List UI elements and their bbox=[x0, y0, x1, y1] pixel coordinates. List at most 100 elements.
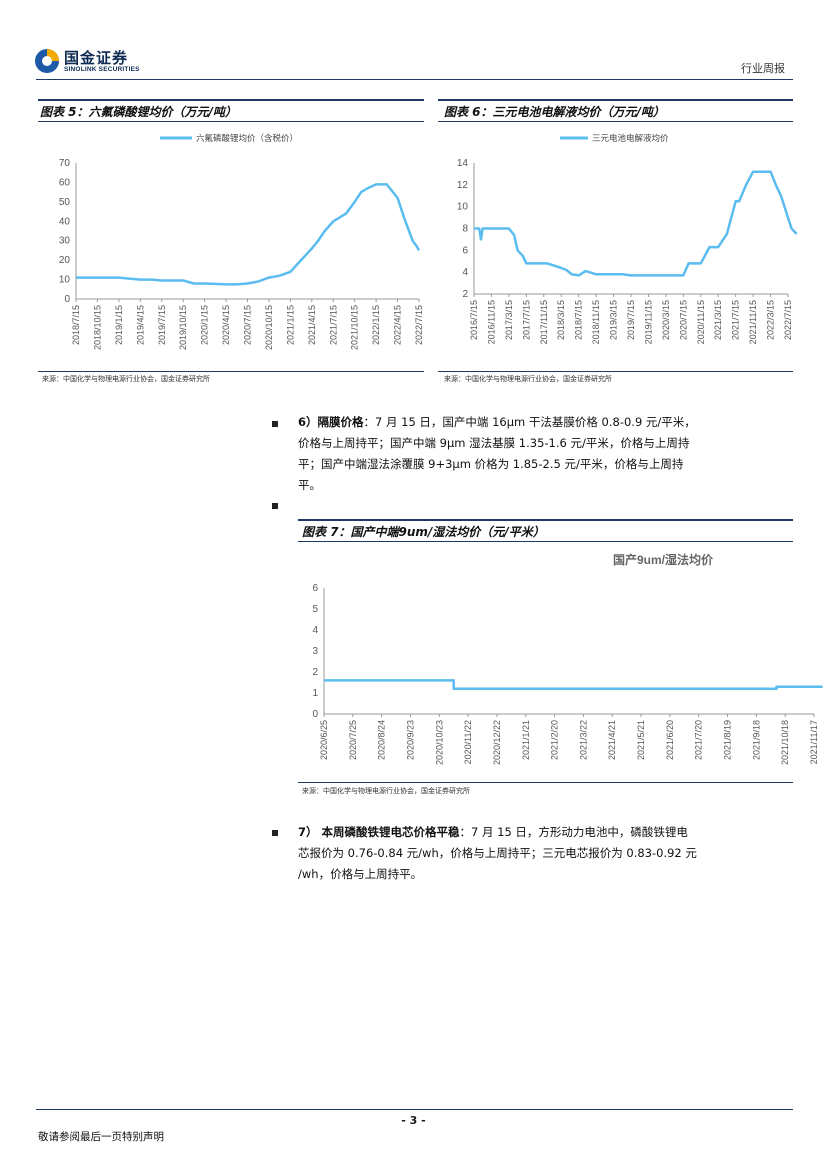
x-tick-label: 2020/7/25 bbox=[348, 720, 358, 760]
paragraph-cells: 7） 本周磷酸铁锂电芯价格平稳：7 月 15 日，方形动力电池中，磷酸铁锂电 芯… bbox=[298, 822, 786, 885]
figure-title-rule bbox=[38, 121, 424, 122]
y-tick-label: 4 bbox=[312, 625, 318, 636]
paragraph-line: 价格与上周持平；国产中端 9μm 湿法基膜 1.35-1.6 元/平米，价格与上… bbox=[298, 436, 690, 450]
brand-name-en: SINOLINK SECURITIES bbox=[64, 66, 140, 73]
y-tick-label: 4 bbox=[462, 267, 468, 278]
x-tick-label: 2021/1/15 bbox=[285, 305, 295, 345]
x-tick-label: 2018/3/15 bbox=[556, 300, 566, 340]
x-tick-label: 2020/10/23 bbox=[434, 720, 444, 765]
y-tick-label: 70 bbox=[59, 158, 71, 169]
paragraph-line: /wh，价格与上周持平。 bbox=[298, 867, 423, 881]
x-tick-label: 2022/7/15 bbox=[783, 300, 793, 340]
x-tick-label: 2022/7/15 bbox=[414, 305, 424, 345]
x-tick-label: 2019/3/15 bbox=[609, 300, 619, 340]
header-divider bbox=[36, 79, 793, 80]
x-tick-label: 2021/5/21 bbox=[636, 720, 646, 760]
paragraph-line: 平；国产中端湿法涂覆膜 9+3μm 价格为 1.85-2.5 元/平米，价格与上… bbox=[298, 457, 684, 471]
source-rule bbox=[38, 371, 424, 372]
disclaimer: 敬请参阅最后一页特别声明 bbox=[38, 1131, 164, 1143]
x-tick-label: 2018/7/15 bbox=[574, 300, 584, 340]
x-tick-label: 2020/11/22 bbox=[463, 720, 473, 764]
x-tick-label: 2017/3/15 bbox=[504, 300, 514, 340]
y-tick-label: 6 bbox=[462, 245, 468, 256]
y-tick-label: 1 bbox=[312, 688, 318, 699]
figure-top-rule bbox=[298, 519, 793, 521]
x-tick-label: 2019/1/15 bbox=[114, 305, 124, 345]
x-tick-label: 2020/7/15 bbox=[678, 300, 688, 340]
x-tick-label: 2019/4/15 bbox=[135, 305, 145, 345]
x-tick-label: 2016/11/15 bbox=[486, 300, 496, 344]
y-tick-label: 0 bbox=[64, 294, 70, 305]
series-line bbox=[474, 170, 798, 277]
x-tick-label: 2022/4/15 bbox=[393, 305, 403, 345]
bullet-icon bbox=[272, 830, 278, 836]
x-tick-label: 2021/3/15 bbox=[713, 300, 723, 340]
x-tick-label: 2018/11/15 bbox=[591, 300, 601, 344]
bullet-icon bbox=[272, 421, 278, 427]
y-tick-label: 2 bbox=[312, 667, 318, 678]
paragraph-label: 6）隔膜价格 bbox=[298, 415, 364, 429]
series-line bbox=[76, 183, 421, 286]
y-tick-label: 10 bbox=[59, 275, 71, 286]
x-tick-label: 2019/11/15 bbox=[643, 300, 653, 344]
paragraph-label: 7） 本周磷酸铁锂电芯价格平稳 bbox=[298, 825, 460, 839]
x-tick-label: 2018/7/15 bbox=[71, 305, 81, 345]
x-tick-label: 2021/2/20 bbox=[550, 720, 560, 760]
x-tick-label: 2022/3/15 bbox=[766, 300, 776, 340]
x-tick-label: 2021/10/18 bbox=[780, 720, 790, 765]
y-tick-label: 20 bbox=[59, 255, 71, 266]
legend-label: 三元电池电解液均价 bbox=[592, 133, 669, 143]
legend-label: 国产9um/湿法均价 bbox=[613, 552, 714, 567]
paragraph-line: ：7 月 15 日，方形动力电池中，磷酸铁锂电 bbox=[459, 825, 688, 839]
x-tick-label: 2021/9/18 bbox=[751, 720, 761, 760]
series-line bbox=[324, 679, 823, 691]
chart-fig7: 国产9um/湿法均价 0 1 2 3 4 5 6 2020/6/25 2020/7/25 2020… bbox=[312, 552, 823, 765]
paragraph-line: ：7 月 15 日，国产中端 16μm 干法基膜价格 0.8-0.9 元/平米， bbox=[363, 415, 696, 429]
y-tick-label: 0 bbox=[312, 709, 318, 720]
x-tick-label: 2021/4/15 bbox=[307, 305, 317, 345]
x-tick-label: 2019/7/15 bbox=[626, 300, 636, 340]
figure-title: 图表 6：三元电池电解液均价（万元/吨） bbox=[444, 105, 665, 119]
page-number: - 3 - bbox=[401, 1114, 426, 1127]
x-tick-label: 2019/10/15 bbox=[178, 305, 188, 350]
x-tick-label: 2021/11/15 bbox=[748, 300, 758, 344]
report-type: 行业周报 bbox=[741, 62, 785, 75]
chart-fig6: 三元电池电解液均价 2 4 6 8 10 12 14 2016/7/15 2016/11/15 2… bbox=[457, 133, 798, 344]
figure-source: 来源：中国化学与物理电源行业协会，国金证券研究所 bbox=[444, 375, 612, 383]
x-tick-label: 2020/4/15 bbox=[221, 305, 231, 345]
x-tick-label: 2020/3/15 bbox=[661, 300, 671, 340]
source-rule bbox=[298, 782, 793, 783]
x-tick-label: 2020/7/15 bbox=[243, 305, 253, 345]
legend-label: 六氟磷酸锂均价（含税价） bbox=[196, 133, 298, 143]
x-tick-label: 2016/7/15 bbox=[469, 300, 479, 340]
x-tick-label: 2017/11/15 bbox=[539, 300, 549, 344]
y-tick-label: 10 bbox=[457, 202, 469, 213]
figure-source: 来源：中国化学与物理电源行业协会，国金证券研究所 bbox=[42, 375, 210, 383]
figure-source: 来源：中国化学与物理电源行业协会，国金证券研究所 bbox=[302, 787, 470, 795]
brand-name: 国金证券 bbox=[64, 49, 129, 67]
x-tick-label: 2021/7/15 bbox=[731, 300, 741, 340]
x-tick-label: 2020/6/25 bbox=[319, 720, 329, 760]
chart-fig5: 六氟磷酸锂均价（含税价） 0 10 20 30 40 50 60 70 2018/7/15 201… bbox=[59, 133, 424, 350]
y-tick-label: 5 bbox=[312, 604, 318, 615]
x-tick-label: 2021/7/20 bbox=[694, 720, 704, 760]
y-tick-label: 2 bbox=[462, 289, 468, 300]
figure-title: 图表 7：国产中端9um/湿法均价（元/平米） bbox=[302, 525, 545, 539]
y-tick-label: 6 bbox=[312, 583, 318, 594]
x-tick-label: 2020/8/24 bbox=[377, 720, 387, 760]
x-tick-label: 2021/11/17 bbox=[809, 720, 819, 764]
x-tick-label: 2021/7/15 bbox=[328, 305, 338, 345]
x-tick-label: 2020/1/15 bbox=[200, 305, 210, 345]
x-tick-label: 2021/10/15 bbox=[350, 305, 360, 350]
footer-divider bbox=[36, 1109, 793, 1110]
x-tick-label: 2021/1/21 bbox=[521, 720, 531, 760]
y-tick-label: 14 bbox=[457, 158, 469, 169]
x-tick-label: 2020/12/22 bbox=[492, 720, 502, 765]
y-tick-label: 12 bbox=[457, 180, 469, 191]
y-tick-label: 60 bbox=[59, 177, 71, 188]
figure-title-rule bbox=[298, 541, 793, 542]
figure-title-rule bbox=[438, 121, 793, 122]
x-tick-label: 2018/10/15 bbox=[92, 305, 102, 350]
y-tick-label: 8 bbox=[462, 224, 468, 235]
x-tick-label: 2020/9/23 bbox=[405, 720, 415, 760]
